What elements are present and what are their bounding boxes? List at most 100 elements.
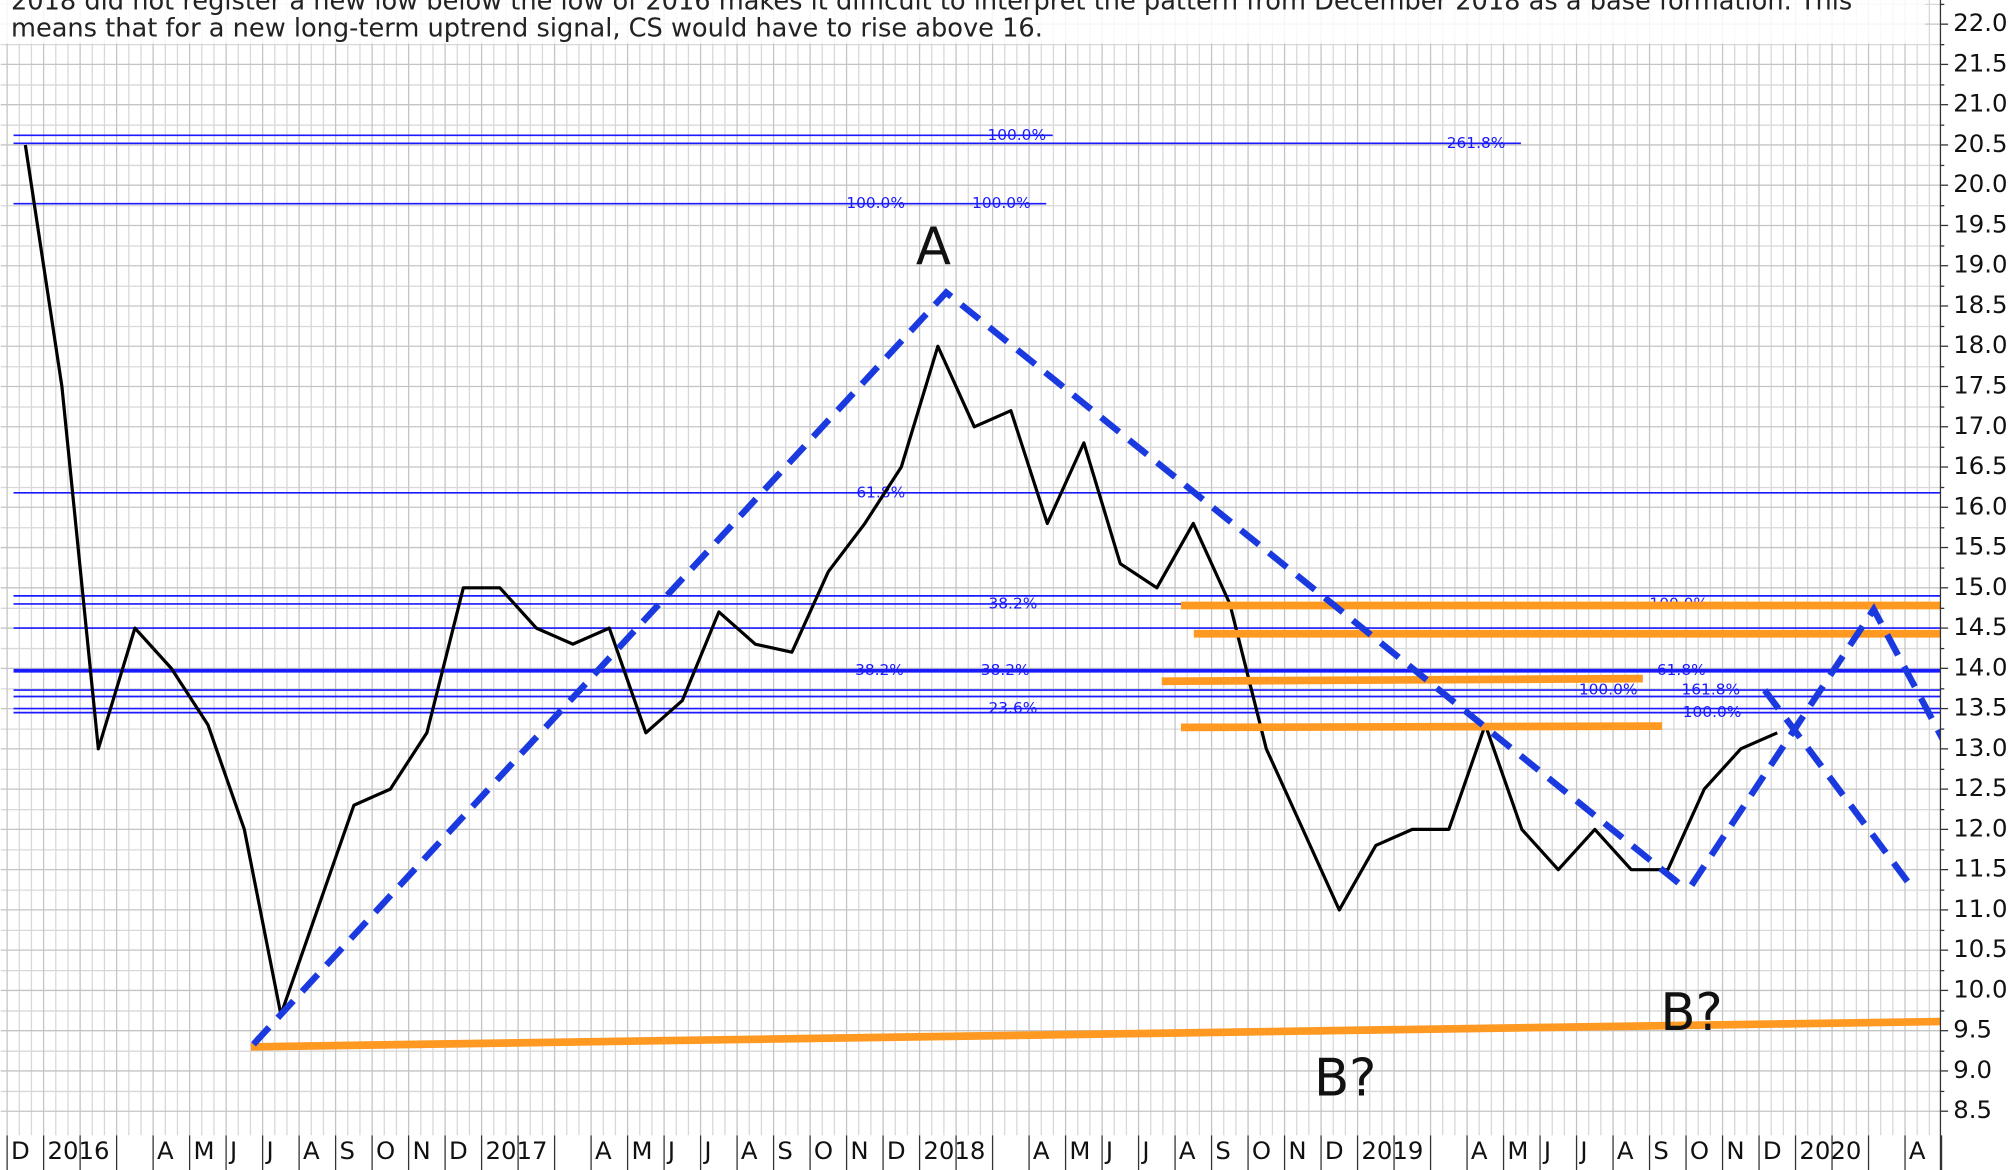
annotations: A B? B? <box>916 217 1723 1108</box>
x-tick-label: 2019 <box>1361 1136 1423 1165</box>
pattern-line <box>1762 688 1911 885</box>
y-tick-label: 8.5 <box>1953 1095 1992 1124</box>
x-tick-label: J <box>1542 1136 1551 1165</box>
y-tick-label: 13.0 <box>1953 733 2007 762</box>
caption-line: 2018 did not register a new low below th… <box>11 0 1852 17</box>
x-tick-label: N <box>412 1136 430 1165</box>
x-tick-label: D <box>1325 1136 1344 1165</box>
x-tick-label: 2020 <box>1799 1136 1861 1165</box>
y-tick-label: 15.5 <box>1953 532 2007 561</box>
x-tick-label: O <box>1690 1136 1709 1165</box>
x-tick-label: D <box>449 1136 468 1165</box>
x-tick-label: 2018 <box>923 1136 985 1165</box>
x-tick-label: J <box>1578 1136 1587 1165</box>
fib-label: 61.8% <box>856 483 905 501</box>
x-tick-label: J <box>264 1136 273 1165</box>
x-tick-label: O <box>376 1136 395 1165</box>
resistance-line <box>1180 722 1663 732</box>
x-tick-label: A <box>1033 1136 1050 1165</box>
y-tick-label: 11.5 <box>1953 854 2007 883</box>
y-tick-label: 12.0 <box>1953 813 2007 842</box>
y-tick-label: 14.5 <box>1953 612 2007 641</box>
x-tick-label: A <box>1471 1136 1488 1165</box>
y-tick-label: 21.0 <box>1953 89 2007 118</box>
fib-label: 38.2% <box>981 661 1030 679</box>
fib-label: 100.0% <box>846 194 905 212</box>
y-tick-label: 20.0 <box>1953 169 2007 198</box>
x-tick-label: S <box>339 1136 354 1165</box>
pattern-line <box>251 288 1684 1047</box>
annotation: A <box>916 217 951 277</box>
caption-bg <box>0 0 1926 44</box>
y-tick-label: 18.5 <box>1953 290 2007 319</box>
y-tick-label: 22.0 <box>1953 8 2007 37</box>
x-tick-label: M <box>631 1136 652 1165</box>
fib-label: 161.8% <box>1681 681 1740 699</box>
y-tick-label: 14.0 <box>1953 652 2007 681</box>
x-tick-label: A <box>303 1136 320 1165</box>
y-tick-label: 9.0 <box>1953 1055 1992 1084</box>
x-tick-label: A <box>1179 1136 1196 1165</box>
x-tick-label: J <box>666 1136 675 1165</box>
y-tick-label: 10.5 <box>1953 934 2007 963</box>
x-tick-label: S <box>1653 1136 1668 1165</box>
x-tick-label: S <box>777 1136 792 1165</box>
y-tick-label: 21.5 <box>1953 48 2007 77</box>
fib-label: 38.2% <box>988 594 1037 612</box>
x-tick-label: J <box>228 1136 237 1165</box>
drawings <box>250 288 1986 1051</box>
x-tick-label: J <box>1104 1136 1113 1165</box>
x-tick-label: A <box>595 1136 612 1165</box>
fib-label: 61.8% <box>1657 661 1706 679</box>
fib-label: 38.2% <box>855 661 904 679</box>
y-tick-label: 19.5 <box>1953 209 2007 238</box>
y-tick-label: 9.5 <box>1953 1015 1992 1044</box>
x-tick-label: S <box>1215 1136 1230 1165</box>
x-tick-label: A <box>1617 1136 1634 1165</box>
x-tick-label: 2016 <box>47 1136 109 1165</box>
y-tick-label: 15.0 <box>1953 572 2007 601</box>
y-tick-label: 12.5 <box>1953 773 2007 802</box>
caption-line: means that for a new long-term uptrend s… <box>11 14 1043 44</box>
y-tick-label: 20.5 <box>1953 129 2007 158</box>
fib-levels: 100.0% 261.8% 100.0% 100.0% 61.8% 38.2% 100.0%… <box>13 126 1941 721</box>
x-tick-label: N <box>1726 1136 1744 1165</box>
fib-label: 100.0% <box>987 126 1046 144</box>
fib-label: 100.0% <box>1683 703 1742 721</box>
x-tick-label: O <box>814 1136 833 1165</box>
x-tick-label: D <box>1763 1136 1782 1165</box>
x-tick-label: A <box>1909 1136 1926 1165</box>
x-tick-label: A <box>157 1136 174 1165</box>
x-tick-label: O <box>1252 1136 1271 1165</box>
y-tick-label: 16.5 <box>1953 451 2007 480</box>
y-tick-label: 17.5 <box>1953 371 2007 400</box>
x-tick-label: 2017 <box>485 1136 547 1165</box>
y-tick-label: 18.0 <box>1953 330 2007 359</box>
x-tick-label: D <box>11 1136 30 1165</box>
x-tick-label: N <box>850 1136 868 1165</box>
annotation: B? <box>1314 1048 1376 1108</box>
fib-label: 23.6% <box>988 699 1037 717</box>
y-tick-label: 13.5 <box>1953 693 2007 722</box>
support-trendline <box>250 1017 1964 1051</box>
y-tick-label: 17.0 <box>1953 411 2007 440</box>
y-tick-label: 11.0 <box>1953 894 2007 923</box>
fib-label: 100.0% <box>972 194 1031 212</box>
x-tick-label: N <box>1288 1136 1306 1165</box>
x-tick-label: M <box>1507 1136 1528 1165</box>
axis-bg <box>1940 0 2013 1170</box>
resistance-line <box>1161 674 1643 686</box>
fib-label: 261.8% <box>1447 134 1506 152</box>
x-tick-label: J <box>1140 1136 1149 1165</box>
x-tick-label: D <box>887 1136 906 1165</box>
y-tick-label: 16.0 <box>1953 491 2007 520</box>
x-tick-label: A <box>741 1136 758 1165</box>
x-tick-label: M <box>1069 1136 1090 1165</box>
y-tick-label: 10.0 <box>1953 974 2007 1003</box>
x-tick-label: M <box>193 1136 214 1165</box>
x-tick-label: J <box>702 1136 711 1165</box>
y-tick-label: 19.0 <box>1953 250 2007 279</box>
annotation: B? <box>1660 983 1722 1043</box>
